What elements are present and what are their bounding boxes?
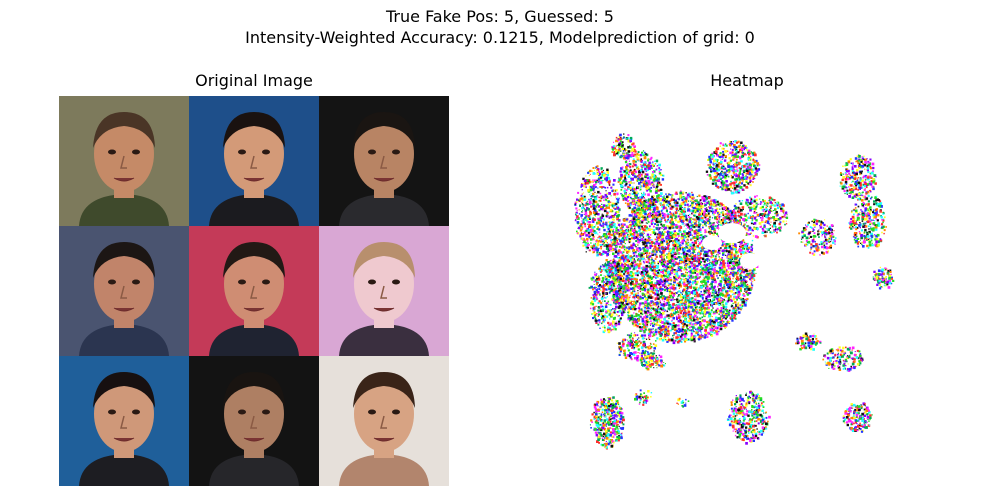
original-image-title: Original Image <box>195 71 313 90</box>
face-tile-9 <box>319 356 449 486</box>
face-tile-6 <box>319 226 449 356</box>
original-image-grid <box>59 96 449 486</box>
heatmap-title: Heatmap <box>710 71 784 90</box>
face-tile-7 <box>59 356 189 486</box>
figure-title-line-1: True Fake Pos: 5, Guessed: 5 <box>386 7 614 26</box>
face-tile-2 <box>189 96 319 226</box>
figure-title-line-2: Intensity-Weighted Accuracy: 0.1215, Mod… <box>245 28 755 47</box>
face-tile-5 <box>189 226 319 356</box>
face-tile-4 <box>59 226 189 356</box>
face-tile-1 <box>59 96 189 226</box>
heatmap-image <box>574 133 895 450</box>
face-tile-3 <box>319 96 449 226</box>
face-tile-8 <box>189 356 319 486</box>
